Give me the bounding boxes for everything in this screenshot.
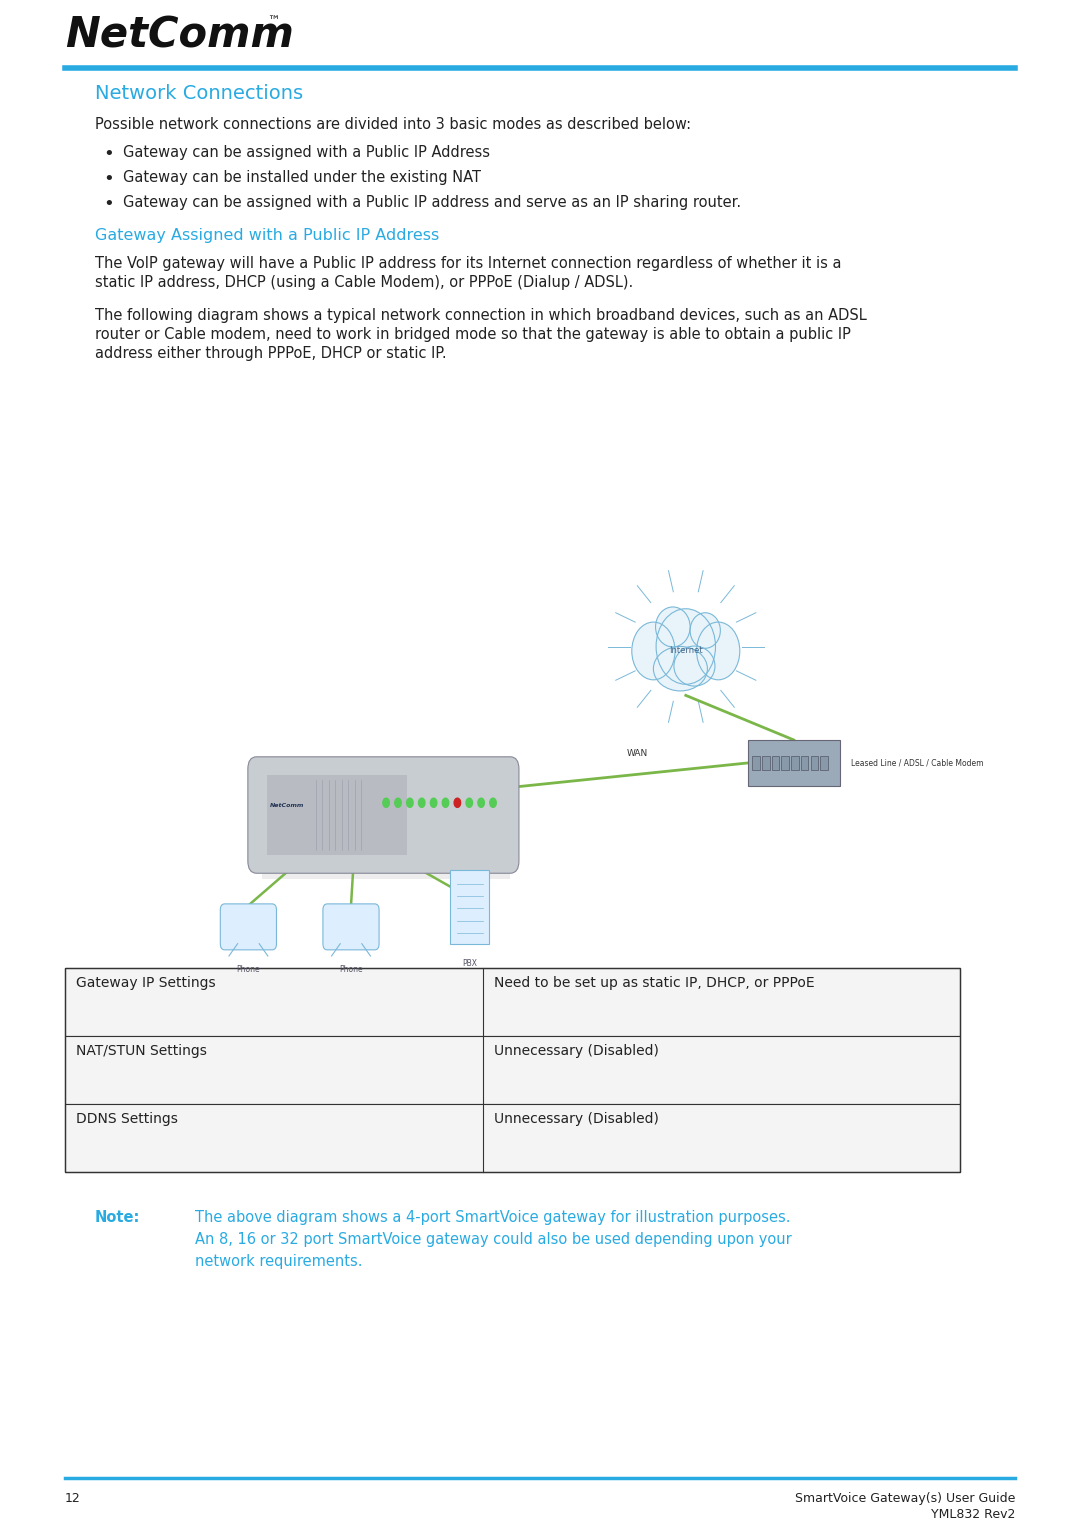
Text: Leased Line / ADSL / Cable Modem: Leased Line / ADSL / Cable Modem	[851, 758, 984, 768]
Circle shape	[443, 798, 449, 807]
Text: NetComm: NetComm	[65, 15, 294, 57]
Bar	[762, 757, 770, 769]
Text: Internet: Internet	[669, 647, 703, 656]
Text: Need to be set up as static IP, DHCP, or PPPoE: Need to be set up as static IP, DHCP, or…	[494, 976, 814, 990]
Circle shape	[454, 798, 461, 807]
Bar	[791, 757, 799, 769]
Text: Gateway can be installed under the existing NAT: Gateway can be installed under the exist…	[123, 170, 481, 185]
FancyBboxPatch shape	[261, 861, 510, 879]
Bar	[65, 1036, 960, 1105]
Text: static IP address, DHCP (using a Cable Modem), or PPPoE (Dialup / ADSL).: static IP address, DHCP (using a Cable M…	[95, 276, 633, 290]
Text: The following diagram shows a typical network connection in which broadband devi: The following diagram shows a typical ne…	[95, 308, 867, 323]
Text: NetComm: NetComm	[270, 803, 303, 807]
Bar	[810, 757, 819, 769]
Circle shape	[490, 798, 497, 807]
Text: Gateway can be assigned with a Public IP Address: Gateway can be assigned with a Public IP…	[123, 146, 490, 159]
Text: Network Connections: Network Connections	[95, 84, 303, 103]
Ellipse shape	[632, 622, 675, 680]
FancyBboxPatch shape	[268, 775, 407, 855]
Text: Unnecessary (Disabled): Unnecessary (Disabled)	[494, 1043, 659, 1057]
Ellipse shape	[656, 608, 715, 685]
Text: ™: ™	[267, 15, 280, 28]
Text: YML832 Rev2: YML832 Rev2	[931, 1507, 1015, 1521]
FancyBboxPatch shape	[323, 904, 379, 950]
Bar	[65, 968, 960, 1036]
Circle shape	[406, 798, 414, 807]
FancyBboxPatch shape	[747, 740, 840, 786]
Text: •: •	[103, 146, 113, 162]
Bar	[772, 757, 780, 769]
Ellipse shape	[697, 622, 740, 680]
Circle shape	[430, 798, 436, 807]
FancyBboxPatch shape	[220, 904, 276, 950]
Bar	[65, 968, 960, 1172]
Text: 12: 12	[65, 1492, 81, 1504]
Text: address either through PPPoE, DHCP or static IP.: address either through PPPoE, DHCP or st…	[95, 346, 447, 362]
Ellipse shape	[656, 607, 690, 647]
Text: WAN: WAN	[626, 749, 648, 758]
Text: The VoIP gateway will have a Public IP address for its Internet connection regar: The VoIP gateway will have a Public IP a…	[95, 256, 841, 271]
Text: An 8, 16 or 32 port SmartVoice gateway could also be used depending upon your: An 8, 16 or 32 port SmartVoice gateway c…	[195, 1232, 792, 1247]
Text: •: •	[103, 195, 113, 213]
Text: DDNS Settings: DDNS Settings	[76, 1112, 178, 1126]
Circle shape	[418, 798, 424, 807]
Bar	[801, 757, 809, 769]
Ellipse shape	[674, 647, 715, 686]
Text: Possible network connections are divided into 3 basic modes as described below:: Possible network connections are divided…	[95, 116, 691, 132]
FancyBboxPatch shape	[450, 870, 489, 944]
Ellipse shape	[690, 613, 720, 648]
Text: PBX: PBX	[462, 959, 477, 968]
Bar	[782, 757, 788, 769]
Ellipse shape	[653, 647, 707, 691]
Bar	[752, 757, 760, 769]
Text: Gateway IP Settings: Gateway IP Settings	[76, 976, 215, 990]
Text: •: •	[103, 170, 113, 188]
Text: Note:: Note:	[95, 1210, 140, 1226]
Circle shape	[477, 798, 484, 807]
Text: Gateway can be assigned with a Public IP address and serve as an IP sharing rout: Gateway can be assigned with a Public IP…	[123, 195, 741, 210]
Text: The above diagram shows a 4-port SmartVoice gateway for illustration purposes.: The above diagram shows a 4-port SmartVo…	[195, 1210, 791, 1226]
Text: network requirements.: network requirements.	[195, 1255, 363, 1268]
Circle shape	[382, 798, 389, 807]
Bar	[821, 757, 828, 769]
Text: SmartVoice Gateway(s) User Guide: SmartVoice Gateway(s) User Guide	[795, 1492, 1015, 1504]
Text: Phone: Phone	[339, 965, 363, 974]
Text: router or Cable modem, need to work in bridged mode so that the gateway is able : router or Cable modem, need to work in b…	[95, 326, 851, 342]
Text: Phone: Phone	[237, 965, 260, 974]
Text: Gateway Assigned with a Public IP Address: Gateway Assigned with a Public IP Addres…	[95, 228, 440, 244]
Bar	[65, 1105, 960, 1172]
FancyBboxPatch shape	[247, 757, 518, 873]
Circle shape	[395, 798, 402, 807]
Text: NAT/STUN Settings: NAT/STUN Settings	[76, 1043, 206, 1057]
Circle shape	[467, 798, 473, 807]
Text: Unnecessary (Disabled): Unnecessary (Disabled)	[494, 1112, 659, 1126]
